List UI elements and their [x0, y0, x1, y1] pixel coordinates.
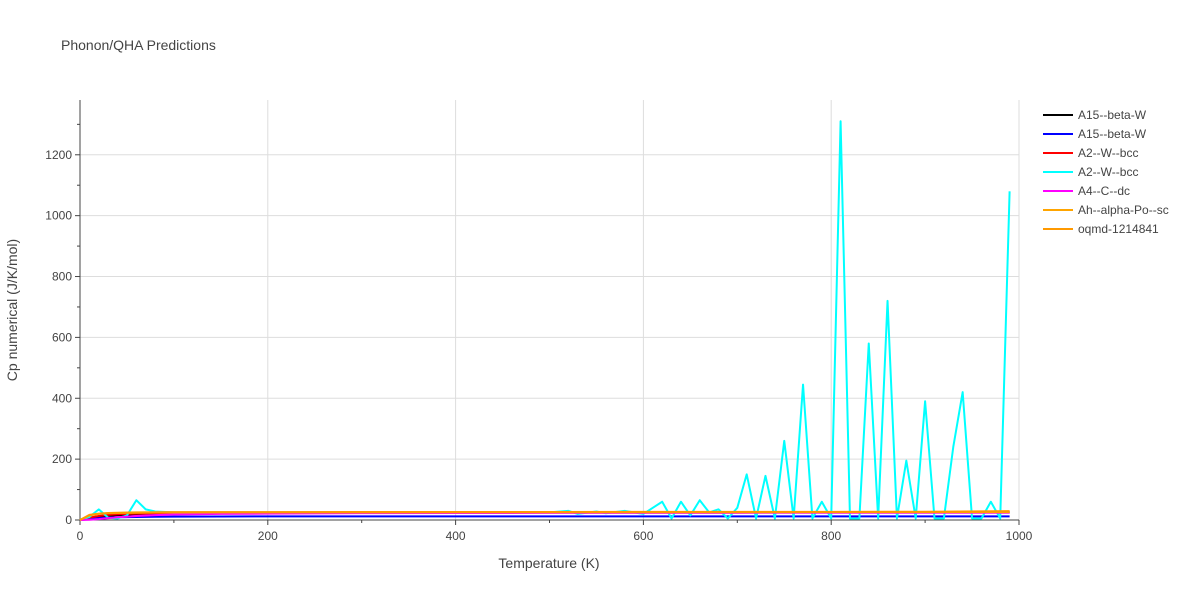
legend-item[interactable]: A15--beta-W — [1043, 108, 1147, 122]
legend-label: A4--C--dc — [1078, 184, 1130, 198]
x-axis-ticks: 0 200 400 600 800 1000 — [77, 520, 1033, 543]
x-tick-label: 800 — [821, 529, 841, 543]
series-line — [79, 515, 1010, 521]
series-line — [79, 510, 1010, 521]
x-axis-title: Temperature (K) — [498, 555, 599, 571]
x-tick-label: 0 — [77, 529, 84, 543]
y-axis-ticks: 0 200 400 600 800 1000 1200 — [45, 123, 80, 527]
y-tick-label: 1000 — [45, 209, 72, 223]
legend-label: A2--W--bcc — [1078, 165, 1138, 179]
grid-lines — [80, 100, 1020, 520]
legend-item[interactable]: Ah--alpha-Po--sc — [1043, 203, 1169, 217]
legend[interactable]: A15--beta-W A15--beta-W A2--W--bcc A2--W--b… — [1043, 108, 1169, 236]
x-tick-label: 200 — [258, 529, 278, 543]
y-axis-title: Cp numerical (J/K/mol) — [4, 239, 20, 381]
x-tick-label: 400 — [446, 529, 466, 543]
chart-title: Phonon/QHA Predictions — [61, 37, 216, 53]
x-tick-label: 600 — [633, 529, 653, 543]
legend-label: A15--beta-W — [1078, 108, 1147, 122]
y-tick-label: 0 — [65, 513, 72, 527]
legend-label: Ah--alpha-Po--sc — [1078, 203, 1169, 217]
legend-label: oqmd-1214841 — [1078, 222, 1159, 236]
y-tick-label: 800 — [52, 270, 72, 284]
y-tick-label: 1200 — [45, 148, 72, 162]
x-tick-label: 1000 — [1006, 529, 1033, 543]
axes — [79, 100, 1019, 521]
plot-area — [79, 120, 1011, 521]
legend-item[interactable]: oqmd-1214841 — [1043, 222, 1159, 236]
legend-label: A2--W--bcc — [1078, 146, 1138, 160]
legend-label: A15--beta-W — [1078, 127, 1147, 141]
legend-item[interactable]: A2--W--bcc — [1043, 146, 1138, 160]
legend-item[interactable]: A15--beta-W — [1043, 127, 1147, 141]
legend-item[interactable]: A4--C--dc — [1043, 184, 1130, 198]
y-tick-label: 400 — [52, 391, 72, 405]
series-line — [79, 120, 1011, 521]
y-tick-label: 600 — [52, 330, 72, 344]
y-tick-label: 200 — [52, 452, 72, 466]
legend-item[interactable]: A2--W--bcc — [1043, 165, 1138, 179]
